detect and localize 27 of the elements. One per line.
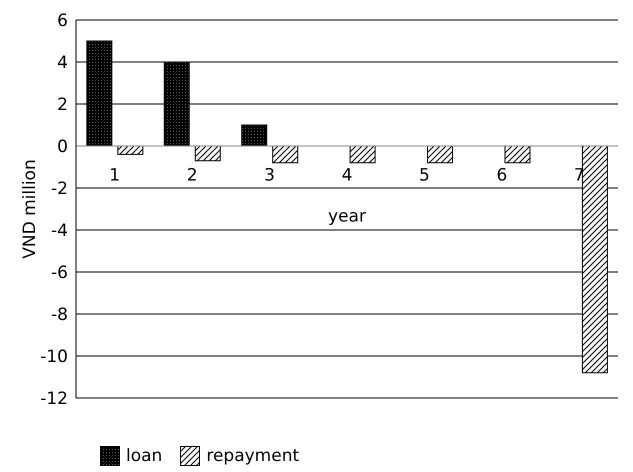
- y-tick-label: -10: [40, 347, 68, 368]
- x-tick-label: 1: [109, 166, 120, 186]
- y-tick-label: -12: [40, 389, 68, 410]
- y-tick-label: 0: [57, 137, 68, 158]
- bar: [241, 124, 268, 146]
- x-tick-label: 3: [264, 166, 275, 186]
- y-tick-label: -6: [51, 263, 68, 284]
- x-tick-label: 6: [496, 166, 508, 186]
- y-tick-label: 6: [57, 11, 68, 32]
- bar: [427, 146, 454, 164]
- x-axis-title: year: [328, 206, 366, 227]
- bar: [272, 146, 298, 164]
- y-tick-label: 4: [57, 53, 68, 74]
- x-tick-label: 2: [186, 166, 198, 186]
- y-tick-label: -4: [51, 221, 68, 242]
- x-tick-label: 4: [342, 166, 352, 186]
- y-axis-title: VND million: [20, 159, 40, 259]
- bar: [194, 146, 221, 162]
- legend-label: repayment: [206, 446, 300, 466]
- y-tick-label: -2: [51, 179, 68, 200]
- bar: [504, 146, 530, 164]
- legend-label: loan: [126, 446, 162, 466]
- y-tick-label: -8: [51, 305, 68, 326]
- y-tick-label: 2: [57, 95, 68, 116]
- bar: [117, 146, 144, 155]
- x-tick-label: 5: [419, 166, 430, 186]
- bar: [350, 146, 376, 164]
